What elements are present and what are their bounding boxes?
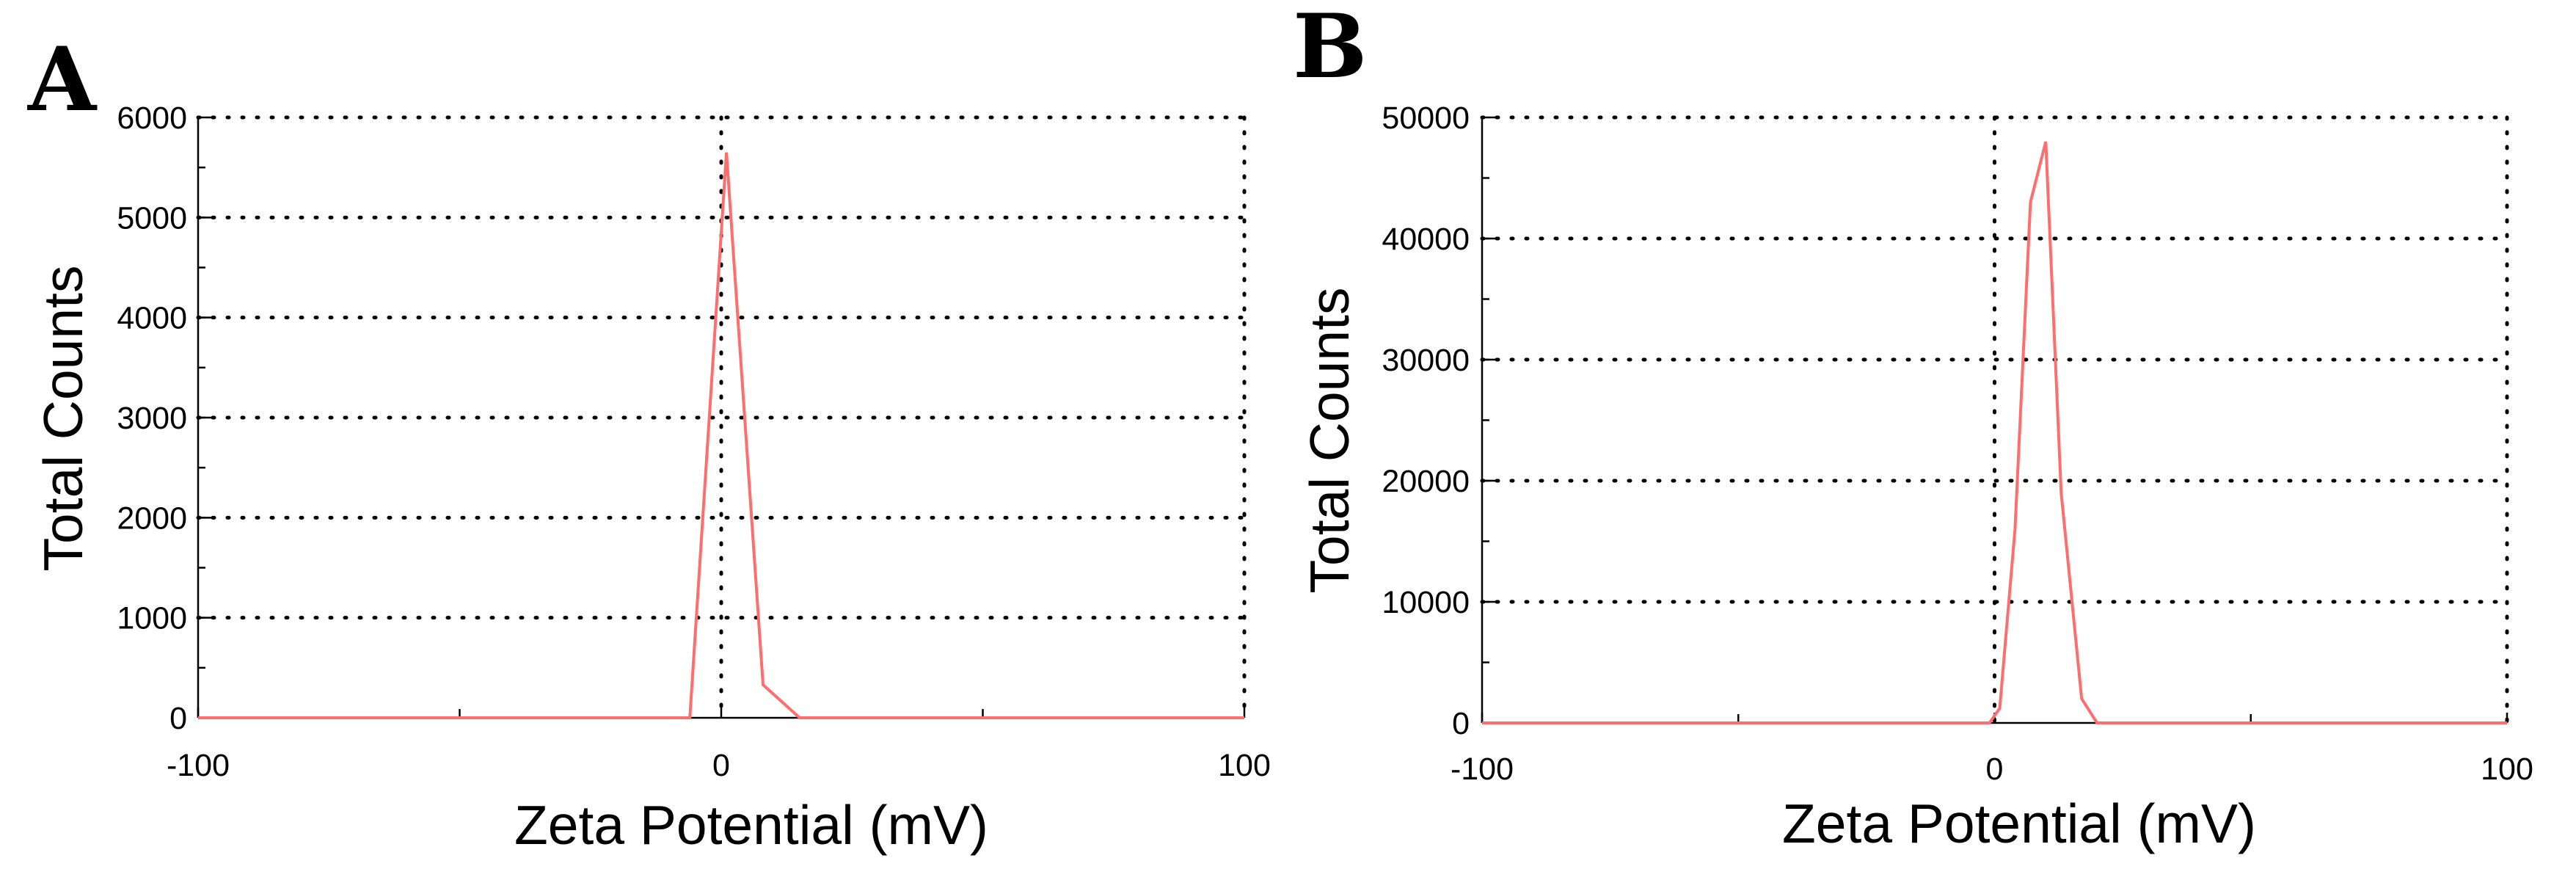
y-tick-label: 1000: [117, 601, 187, 636]
y-tick-label: 0: [1452, 706, 1470, 741]
y-tick-label: 50000: [1382, 101, 1470, 136]
panel-a-data: [198, 152, 1244, 719]
y-tick-label: 3000: [117, 401, 187, 436]
x-tick-label: 0: [712, 748, 730, 783]
panel-b: B -100 0 100 0 10000 20000 30000 40000 50000 Ze…: [1293, 0, 2533, 854]
y-tick-label: 5000: [117, 200, 187, 236]
series-line: [1482, 141, 2507, 724]
x-tick-label: -100: [167, 748, 230, 783]
panel-b-label: B: [1293, 0, 1367, 98]
x-tick-label: -100: [1451, 752, 1514, 787]
y-tick-label: 4000: [117, 301, 187, 336]
panel-b-gridlines: [1480, 115, 2509, 725]
panel-a-gridlines: [196, 115, 1247, 720]
panel-a-y-axis-title: Total Counts: [32, 266, 94, 572]
y-tick-label: 30000: [1382, 343, 1470, 378]
y-tick-label: 6000: [117, 101, 187, 136]
y-tick-label: 10000: [1382, 585, 1470, 620]
x-tick-label: 100: [1218, 748, 1271, 783]
x-tick-label: 0: [1986, 752, 2004, 787]
panel-a-label: A: [27, 28, 98, 131]
panel-b-y-ticks: 0 10000 20000 30000 40000 50000: [1382, 101, 1495, 741]
panel-b-y-axis-title: Total Counts: [1299, 288, 1360, 594]
series-line: [198, 152, 1244, 719]
panel-a-y-ticks: 0 1000 2000 3000 4000 5000 6000: [117, 101, 211, 736]
panel-b-x-ticks: -100 0 100: [1451, 713, 2533, 787]
y-tick-label: 2000: [117, 501, 187, 536]
y-tick-label: 0: [169, 701, 187, 736]
x-tick-label: 100: [2481, 752, 2533, 787]
y-tick-label: 40000: [1382, 222, 1470, 257]
panel-b-x-axis-title: Zeta Potential (mV): [1782, 793, 2256, 854]
panel-b-data: [1482, 141, 2507, 724]
panel-a: A -100 0 100 0 1000 2000 3000 4000 5000 6000 Zet…: [27, 28, 1271, 856]
y-tick-label: 20000: [1382, 464, 1470, 499]
panel-a-x-ticks: -100 0 100: [167, 708, 1271, 783]
panel-a-x-axis-title: Zeta Potential (mV): [514, 794, 988, 856]
